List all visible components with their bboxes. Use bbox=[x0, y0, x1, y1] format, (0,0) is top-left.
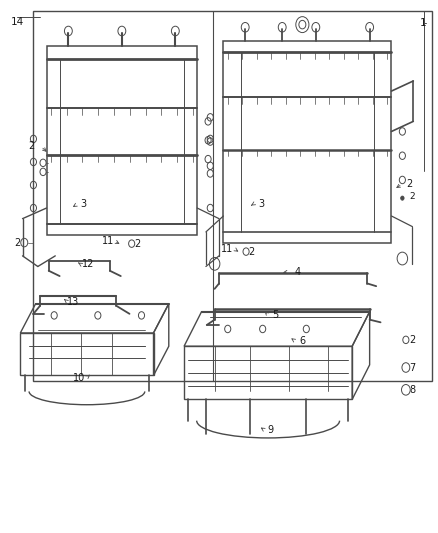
Text: 2: 2 bbox=[409, 335, 415, 345]
Bar bbox=[33, 11, 431, 381]
Text: 2: 2 bbox=[248, 247, 254, 256]
Text: 11: 11 bbox=[102, 236, 114, 246]
Text: 9: 9 bbox=[268, 425, 274, 435]
Text: 1: 1 bbox=[420, 18, 427, 28]
Text: 11: 11 bbox=[221, 244, 233, 254]
Text: 2: 2 bbox=[28, 141, 34, 151]
Text: 5: 5 bbox=[272, 310, 278, 320]
Text: 3: 3 bbox=[258, 199, 264, 209]
Text: 2: 2 bbox=[406, 179, 412, 189]
Text: 2: 2 bbox=[14, 238, 21, 247]
Text: 13: 13 bbox=[67, 296, 79, 306]
Text: 2: 2 bbox=[409, 192, 415, 201]
Bar bbox=[223, 41, 392, 243]
Text: 12: 12 bbox=[82, 260, 94, 269]
Text: 14: 14 bbox=[11, 17, 24, 27]
Text: 3: 3 bbox=[81, 199, 87, 209]
Text: 10: 10 bbox=[73, 373, 85, 383]
Text: 6: 6 bbox=[299, 336, 305, 346]
Bar bbox=[46, 46, 197, 235]
Text: 8: 8 bbox=[409, 385, 415, 395]
Circle shape bbox=[401, 196, 404, 200]
Text: 7: 7 bbox=[409, 362, 415, 373]
Text: 4: 4 bbox=[294, 267, 300, 277]
Text: 2: 2 bbox=[134, 239, 141, 248]
